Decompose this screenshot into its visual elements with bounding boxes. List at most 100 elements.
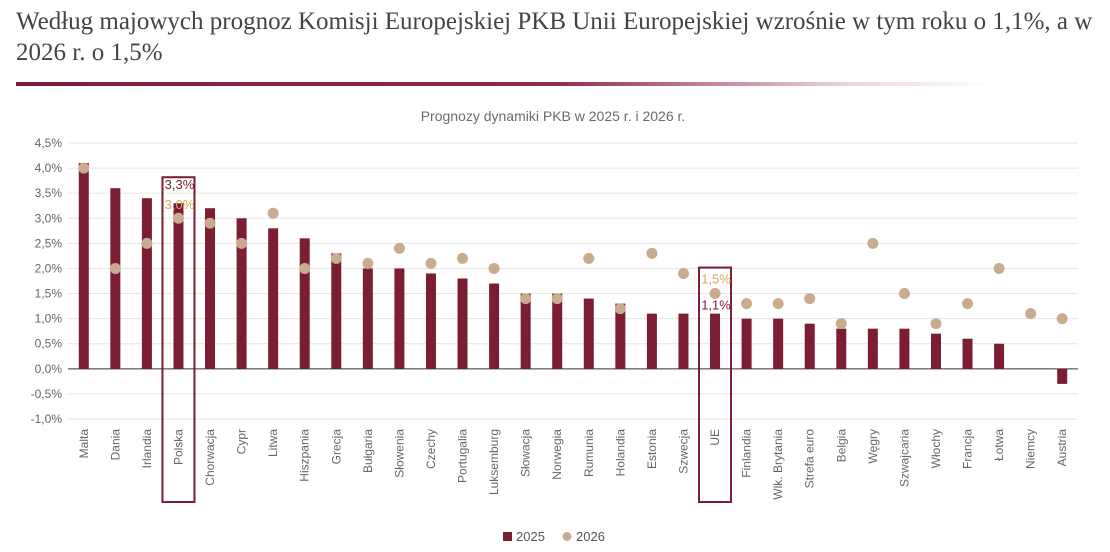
- x-tick-label: Francja: [961, 429, 975, 469]
- dot-2026: [520, 293, 532, 305]
- bar-2025: [930, 333, 941, 369]
- data-label-2025: 3,3%: [165, 177, 195, 192]
- x-tick-label: Bułgaria: [361, 429, 375, 473]
- dot-2026: [78, 162, 90, 174]
- bar-2025: [110, 188, 121, 369]
- gridlines: [68, 142, 1078, 420]
- bar-2025: [141, 198, 152, 369]
- x-tick-label: Norwegia: [550, 429, 564, 480]
- dot-2026: [646, 247, 658, 259]
- bar-2025: [804, 323, 815, 369]
- bar-2025: [646, 313, 657, 369]
- dot-2026: [330, 252, 342, 264]
- bar-2025: [362, 268, 373, 369]
- x-tick-label: Łotwa: [992, 429, 1006, 461]
- x-tick-label: Belgia: [834, 429, 848, 463]
- x-tick-label: Szwajcaria: [897, 429, 911, 487]
- x-tick-label: Węgry: [866, 429, 880, 464]
- y-tick-label: -0,5%: [31, 387, 63, 401]
- chart-title: Prognozy dynamiki PKB w 2025 r. i 2026 r…: [421, 108, 686, 124]
- x-tick-label: Finlandia: [740, 429, 754, 478]
- y-tick-label: 3,5%: [35, 186, 63, 200]
- dot-2026: [393, 242, 405, 254]
- data-label-2026: 1,5%: [701, 272, 731, 287]
- dot-2026: [772, 298, 784, 310]
- x-tick-label: Cypr: [235, 429, 249, 454]
- dot-2026: [299, 262, 311, 274]
- dot-2026: [172, 212, 184, 224]
- y-tick-label: -1,0%: [31, 412, 63, 426]
- legend: 2025 2026: [503, 529, 605, 544]
- bar-2025: [994, 343, 1005, 369]
- headline: Według majowych prognoz Komisji Europejs…: [16, 8, 1093, 66]
- x-tick-label: Litwa: [266, 429, 280, 457]
- bar-2025: [1057, 368, 1068, 384]
- bar-2025: [331, 253, 342, 369]
- dot-2026: [709, 288, 721, 300]
- bar-2025: [583, 298, 594, 369]
- x-tick-label: Strefa euro: [803, 429, 817, 489]
- dot-2026: [362, 257, 374, 269]
- y-axis: -1,0% -0,5% 0,0% 0,5% 1,0% 1,5% 2,0% 2,5% 3,0% 3,…: [31, 136, 1078, 426]
- x-tick-label: Włochy: [929, 429, 943, 468]
- dot-2026: [141, 237, 153, 249]
- dots-2026: [78, 162, 1068, 330]
- y-tick-label: 1,5%: [35, 287, 63, 301]
- x-tick-label: Rumunia: [582, 429, 596, 477]
- bars-2025: [78, 163, 1068, 384]
- dot-2026: [488, 262, 500, 274]
- x-tick-label: Irlandia: [140, 429, 154, 469]
- x-tick-label: Hiszpania: [298, 429, 312, 482]
- dot-2026: [898, 288, 910, 300]
- data-label-2026: 3,0%: [165, 197, 195, 212]
- data-label-2025: 1,1%: [701, 298, 731, 313]
- dot-2026: [614, 303, 626, 315]
- x-tick-label: Słowacja: [519, 429, 533, 477]
- dot-2026: [1025, 308, 1037, 320]
- highlight-boxes: 3,3% 3,0% 1,1% 1,5%: [161, 176, 733, 504]
- bar-2025: [520, 293, 531, 369]
- y-tick-label: 2,5%: [35, 236, 63, 250]
- x-tick-label: Luksemburg: [487, 429, 501, 495]
- highlight-box: [161, 176, 196, 504]
- bar-2025: [489, 283, 500, 369]
- x-tick-label: Dania: [108, 429, 122, 461]
- dot-2026: [267, 207, 279, 219]
- bar-2025: [236, 218, 247, 369]
- bar-2025: [710, 313, 721, 369]
- dot-2026: [204, 217, 216, 229]
- bar-2025: [78, 163, 89, 369]
- dot-2026: [962, 298, 974, 310]
- legend-label-2026: 2026: [576, 529, 605, 544]
- bar-2025: [457, 278, 468, 369]
- headline-divider: [16, 82, 991, 86]
- dot-2026: [835, 318, 847, 330]
- dot-2026: [993, 262, 1005, 274]
- x-tick-label: Estonia: [645, 429, 659, 469]
- bar-2025: [299, 238, 310, 369]
- y-tick-label: 1,0%: [35, 312, 63, 326]
- bar-2025: [962, 338, 973, 369]
- dot-2026: [109, 262, 121, 274]
- bar-2025: [394, 268, 405, 369]
- x-tick-label: Niemcy: [1024, 429, 1038, 469]
- x-tick-label: Portugalia: [456, 429, 470, 483]
- dot-2026: [741, 298, 753, 310]
- y-tick-label: 0,0%: [35, 362, 63, 376]
- dot-2026: [425, 257, 437, 269]
- x-tick-label: Szwecja: [676, 429, 690, 474]
- x-tick-label: UE: [708, 429, 722, 446]
- y-tick-label: 2,0%: [35, 261, 63, 275]
- bar-2025: [425, 273, 436, 369]
- y-tick-label: 3,0%: [35, 211, 63, 225]
- legend-swatch-2026: [562, 532, 572, 541]
- highlight-box: [698, 266, 733, 503]
- x-tick-label: Malta: [77, 429, 91, 459]
- dot-2026: [551, 293, 563, 305]
- x-axis: Malta Dania Irlandia Polska Chorwacja Cypr Lit…: [77, 429, 1069, 500]
- dot-2026: [583, 252, 595, 264]
- bar-2025: [552, 293, 563, 369]
- bar-2025: [741, 318, 752, 369]
- dot-2026: [1056, 313, 1068, 325]
